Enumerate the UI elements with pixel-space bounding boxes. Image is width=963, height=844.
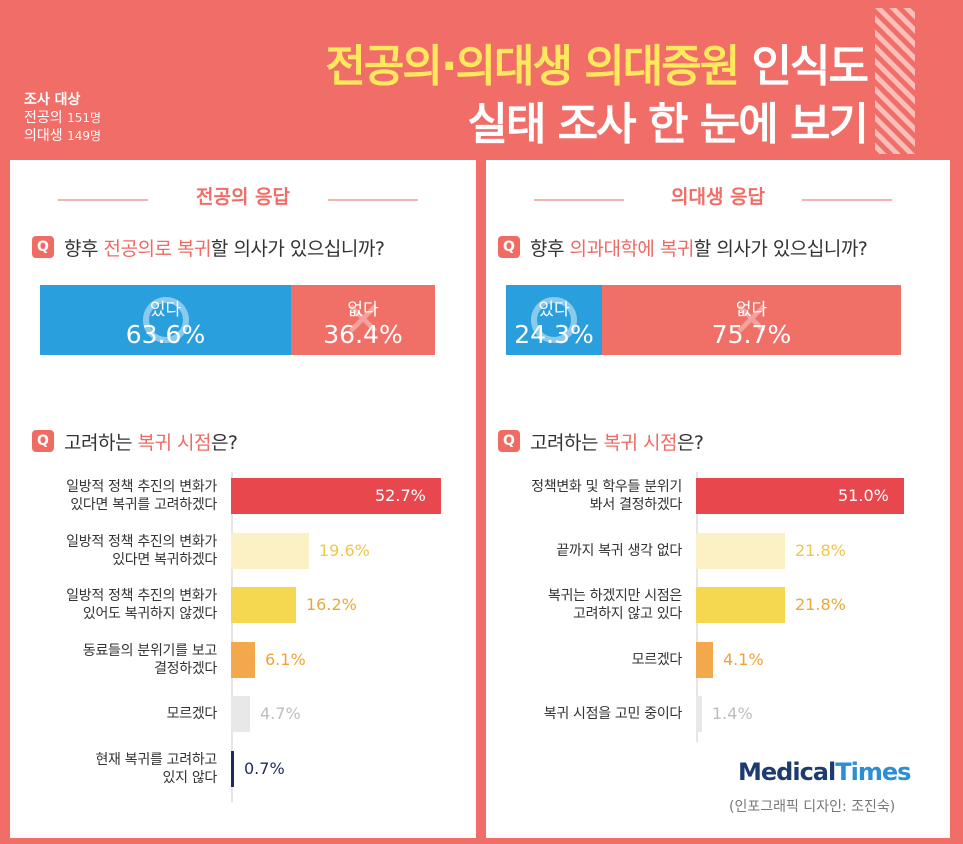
student-q1: 향후 의과대학에 복귀할 의사가 있으십니까? xyxy=(530,234,868,261)
section-rule-left xyxy=(58,199,148,201)
q1-prefix: 향후 xyxy=(530,238,570,260)
q2-highlight: 복귀 시점 xyxy=(137,432,211,454)
q-badge: Q xyxy=(498,236,520,258)
segment-value: 36.4% xyxy=(323,320,403,349)
q2-prefix: 고려하는 xyxy=(64,432,138,454)
resident-q1: 향후 전공의로 복귀할 의사가 있으십니까? xyxy=(64,234,385,261)
section-rule-right xyxy=(328,199,418,201)
survey-title: 조사 대상 xyxy=(24,92,81,108)
section-rule-right xyxy=(802,199,892,201)
segment-label: 있다 xyxy=(149,300,182,320)
section-rule-left xyxy=(534,199,624,201)
bar xyxy=(696,696,702,732)
resident-timing-chart: 일방적 정책 추진의 변화가 있다면 복귀를 고려하겠다 52.7% 일방적 정책 추… xyxy=(10,472,476,802)
title-yellow: 전공의·의대생 의대증원 xyxy=(325,41,740,92)
segment-label: 없다 xyxy=(735,300,768,320)
stripe-decoration xyxy=(875,8,915,154)
segment-label: 없다 xyxy=(347,300,379,320)
student-section-title: 의대생 응답 xyxy=(670,186,765,208)
category-label: 현재 복귀를 고려하고 있지 않다 xyxy=(95,751,217,786)
segment-value: 63.6% xyxy=(125,320,206,349)
bar xyxy=(231,587,296,623)
category-label: 일방적 정책 추진의 변화가 있다면 복귀하겠다 xyxy=(66,533,217,568)
survey-residents-count: 151명 xyxy=(67,111,102,125)
survey-residents-label: 전공의 xyxy=(24,110,63,126)
student-q2: 고려하는 복귀 시점은? xyxy=(530,428,704,455)
q2-highlight: 복귀 시점 xyxy=(603,432,677,454)
segment-value: 75.7% xyxy=(711,320,792,349)
header: 조사 대상 전공의 151명 의대생 149명 전공의·의대생 의대증원 인식도… xyxy=(0,0,963,160)
title-white: 인식도 xyxy=(751,41,869,92)
page-title-line2: 실태 조사 한 눈에 보기 xyxy=(467,99,869,150)
student-panel: 의대생 응답 Q 향후 의과대학에 복귀할 의사가 있으십니까? 있다 24.3%… xyxy=(486,160,950,838)
segment-value: 24.3% xyxy=(514,320,594,349)
chart-axis xyxy=(231,472,233,802)
resident-q2: 고려하는 복귀 시점은? xyxy=(64,428,238,455)
q2-prefix: 고려하는 xyxy=(530,432,604,454)
category-label: 모르겠다 xyxy=(166,706,218,722)
bar xyxy=(231,750,234,787)
bar-value-label: 19.6% xyxy=(319,540,370,560)
q2-suffix: 은? xyxy=(210,432,238,454)
no-segment: ✕ 없다 36.4% xyxy=(291,285,435,355)
category-label: 동료들의 분위기를 보고 결정하겠다 xyxy=(82,642,217,677)
page-title-line1: 전공의·의대생 의대증원 인식도 xyxy=(325,30,869,94)
q-badge: Q xyxy=(32,236,54,258)
q2-suffix: 은? xyxy=(676,432,704,454)
q1-highlight: 전공의로 복귀 xyxy=(103,238,212,260)
category-label: 복귀 시점을 고민 중이다 xyxy=(543,706,683,722)
survey-info: 조사 대상 전공의 151명 의대생 149명 xyxy=(24,91,101,145)
q-badge: Q xyxy=(32,430,54,452)
bar xyxy=(696,478,904,514)
q1-prefix: 향후 xyxy=(64,238,104,260)
resident-panel: 전공의 응답 Q 향후 전공의로 복귀할 의사가 있으십니까? 있다 63.6% ✕… xyxy=(10,160,476,838)
bar-value-label: 4.7% xyxy=(260,704,301,723)
category-label: 일방적 정책 추진의 변화가 있다면 복귀를 고려하겠다 xyxy=(66,479,217,513)
bar xyxy=(231,532,309,569)
bar-value-label: 0.7% xyxy=(244,758,285,778)
survey-students-count: 149명 xyxy=(67,129,102,143)
bar-value-label: 21.8% xyxy=(795,595,846,614)
medical-times-logo: MedicalTimes xyxy=(738,758,911,786)
bar xyxy=(231,478,441,514)
no-segment: ✕ 없다 75.7% xyxy=(602,285,901,355)
category-label: 끝까지 복귀 생각 없다 xyxy=(556,542,682,559)
bar-value-label: 52.7% xyxy=(375,486,426,505)
x-mark-icon: ✕ xyxy=(343,292,384,348)
circle-icon xyxy=(142,297,189,343)
survey-students-label: 의대생 xyxy=(24,128,63,144)
bar-value-label: 6.1% xyxy=(265,649,306,669)
bar-value-label: 51.0% xyxy=(838,486,889,505)
x-mark-icon: ✕ xyxy=(731,292,772,348)
student-timing-chart: 정책변화 및 학우들 분위기 봐서 결정하겠다 51.0% 끝까지 복귀 생각 없다 2… xyxy=(486,472,950,742)
logo-medical: Medical xyxy=(738,758,836,786)
bar-value-label: 16.2% xyxy=(306,595,357,614)
yes-segment: 있다 63.6% xyxy=(40,285,291,355)
bar xyxy=(231,641,255,678)
title-box: 전공의·의대생 의대증원 인식도 실태 조사 한 눈에 보기 xyxy=(190,8,915,154)
circle-icon xyxy=(531,297,577,343)
q1-suffix: 할 의사가 있으십니까? xyxy=(693,238,868,260)
design-credit: (인포그래픽 디자인: 조진숙) xyxy=(729,799,896,815)
category-label: 정책변화 및 학우들 분위기 봐서 결정하겠다 xyxy=(531,479,682,513)
q1-highlight: 의과대학에 복귀 xyxy=(569,238,695,260)
bar-value-label: 1.4% xyxy=(712,704,753,723)
q-badge: Q xyxy=(498,430,520,452)
yes-segment: 있다 24.3% xyxy=(506,285,602,355)
bar xyxy=(696,532,785,569)
segment-label: 있다 xyxy=(538,300,570,320)
category-label: 모르겠다 xyxy=(631,651,683,668)
q1-suffix: 할 의사가 있으십니까? xyxy=(210,238,385,260)
resident-split-bar: 있다 63.6% ✕ 없다 36.4% xyxy=(40,285,435,355)
bar-value-label: 21.8% xyxy=(795,540,846,560)
resident-section-title: 전공의 응답 xyxy=(195,186,290,208)
bar xyxy=(696,641,713,678)
bar xyxy=(231,696,250,732)
student-split-bar: 있다 24.3% ✕ 없다 75.7% xyxy=(506,285,901,355)
category-label: 복귀는 하겠지만 시점은 고려하지 않고 있다 xyxy=(547,588,682,622)
logo-times: Times xyxy=(835,758,911,786)
category-label: 일방적 정책 추진의 변화가 있어도 복귀하지 않겠다 xyxy=(66,588,217,622)
bar xyxy=(696,587,785,623)
bar-value-label: 4.1% xyxy=(723,649,764,669)
